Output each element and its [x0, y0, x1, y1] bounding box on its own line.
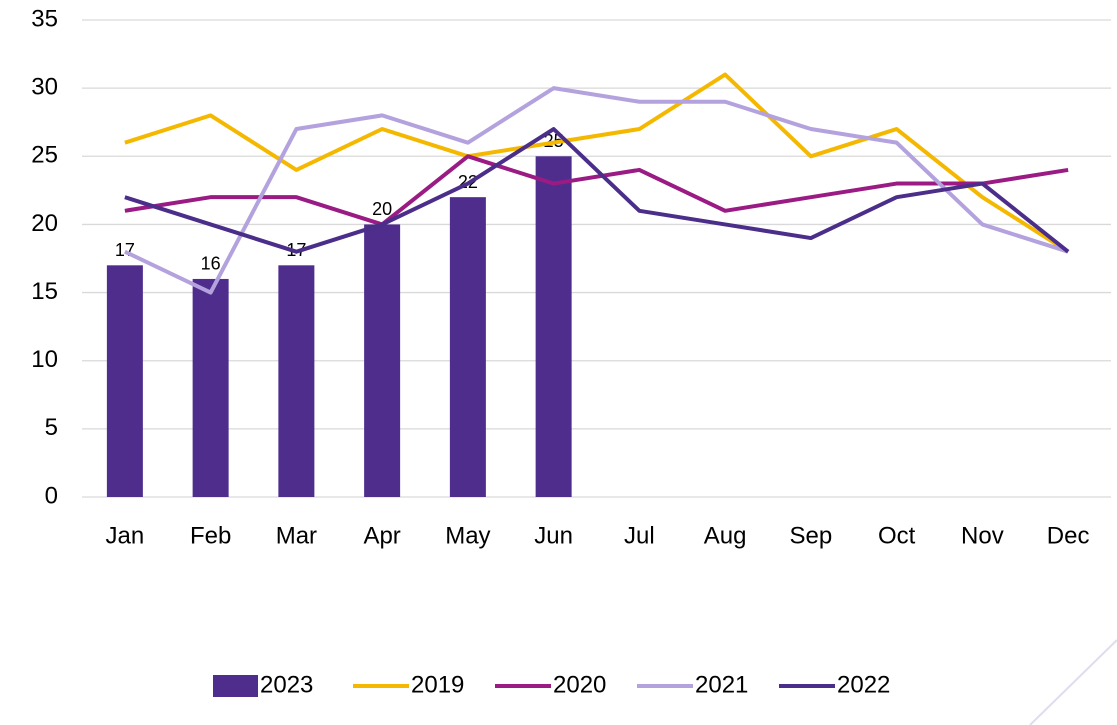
y-tick-label: 5: [45, 414, 58, 441]
y-tick-label: 20: [31, 210, 58, 237]
line: [124, 86, 1069, 295]
x-tick-label: May: [445, 522, 490, 549]
bar: [364, 224, 401, 497]
y-tick-label: 35: [31, 5, 58, 32]
x-tick-label: Mar: [276, 522, 317, 549]
x-tick-label: Oct: [878, 522, 916, 549]
line: [124, 154, 1069, 227]
y-tick-label: 15: [31, 278, 58, 305]
line: [124, 72, 1070, 254]
bar: [449, 197, 486, 497]
x-tick-label: Aug: [704, 522, 747, 549]
legend-swatch: [213, 675, 258, 697]
x-tick-label: Feb: [190, 522, 231, 549]
x-tick-label: Jan: [106, 522, 145, 549]
y-tick-label: 10: [31, 346, 58, 373]
x-tick-label: Nov: [961, 522, 1004, 549]
x-tick-label: Jun: [534, 522, 573, 549]
decoration: [1029, 639, 1117, 725]
bar: [535, 156, 572, 498]
legend-label: 2021: [695, 671, 748, 698]
x-tick-label: Jul: [624, 522, 655, 549]
legend-label: 2020: [553, 671, 606, 698]
x-tick-label: Apr: [363, 522, 400, 549]
y-tick-label: 25: [31, 142, 58, 169]
bar: [192, 278, 229, 497]
line: [124, 127, 1070, 254]
x-tick-label: Sep: [790, 522, 833, 549]
x-tick-label: Dec: [1047, 522, 1090, 549]
legend-label: 2023: [260, 671, 313, 698]
data-label: 16: [201, 254, 221, 274]
bar: [106, 265, 143, 497]
legend-label: 2022: [837, 671, 890, 698]
y-tick-label: 0: [45, 482, 58, 509]
bar: [278, 265, 315, 497]
y-tick-label: 30: [31, 73, 58, 100]
legend-label: 2019: [411, 671, 464, 698]
data-label: 20: [372, 199, 392, 219]
